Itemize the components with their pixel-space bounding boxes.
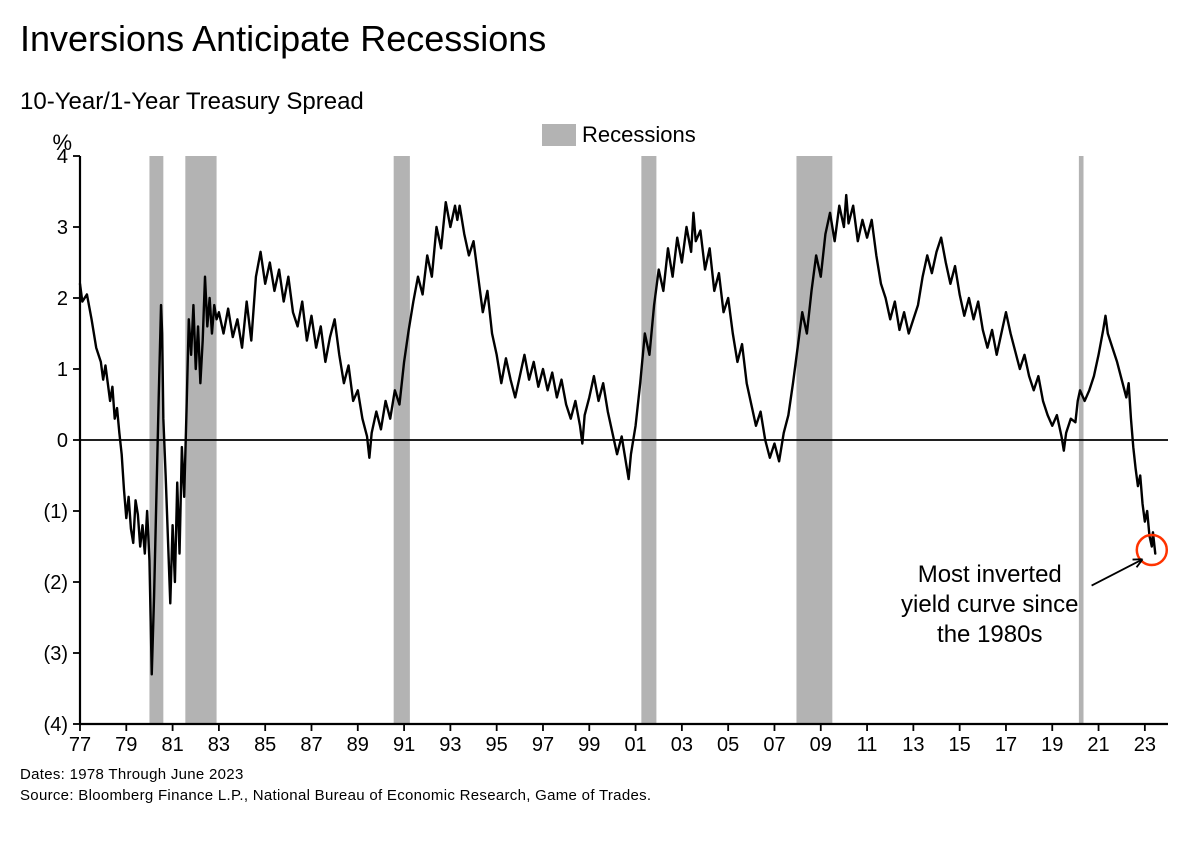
x-tick-label: 91 <box>393 734 415 756</box>
x-tick-label: 05 <box>717 734 739 756</box>
x-tick-label: 11 <box>857 734 878 756</box>
footnote-dates: Dates: 1978 Through June 2023 <box>20 766 1180 783</box>
x-tick-label: 03 <box>671 734 693 756</box>
footnote-source: Source: Bloomberg Finance L.P., National… <box>20 787 1180 804</box>
y-tick-label: (2) <box>44 572 68 594</box>
x-tick-label: 17 <box>995 734 1017 756</box>
chart-title: Inversions Anticipate Recessions <box>20 18 1180 60</box>
page-root: Inversions Anticipate Recessions 10-Year… <box>0 0 1200 860</box>
x-tick-label: 13 <box>902 734 924 756</box>
chart-container: (4)(3)(2)(1)01234%7779818385878991939597… <box>20 122 1180 762</box>
chart-subtitle: 10-Year/1-Year Treasury Spread <box>20 88 1180 116</box>
x-tick-label: 83 <box>208 734 230 756</box>
x-tick-label: 21 <box>1087 734 1109 756</box>
y-tick-label: 2 <box>57 288 68 310</box>
y-tick-label: (3) <box>44 643 68 665</box>
x-tick-label: 19 <box>1041 734 1063 756</box>
x-tick-label: 93 <box>439 734 461 756</box>
x-tick-label: 77 <box>69 734 91 756</box>
y-tick-label: 1 <box>57 359 68 381</box>
legend-swatch <box>542 124 576 146</box>
spread-line-chart: (4)(3)(2)(1)01234%7779818385878991939597… <box>20 122 1180 762</box>
y-tick-label: 0 <box>57 430 68 452</box>
x-tick-label: 99 <box>578 734 600 756</box>
annotation-text-line: the 1980s <box>937 621 1042 648</box>
x-tick-label: 01 <box>624 734 646 756</box>
x-tick-label: 79 <box>115 734 137 756</box>
x-tick-label: 09 <box>810 734 832 756</box>
x-tick-label: 23 <box>1134 734 1156 756</box>
legend-label: Recessions <box>582 122 696 147</box>
annotation-text-line: yield curve since <box>901 591 1078 618</box>
x-tick-label: 87 <box>300 734 322 756</box>
x-tick-label: 81 <box>161 734 183 756</box>
x-tick-label: 95 <box>486 734 508 756</box>
y-axis-unit: % <box>52 130 72 155</box>
y-tick-label: (4) <box>44 714 68 736</box>
x-tick-label: 07 <box>763 734 785 756</box>
x-tick-label: 85 <box>254 734 276 756</box>
x-tick-label: 97 <box>532 734 554 756</box>
x-tick-label: 15 <box>949 734 971 756</box>
annotation-arrow <box>1092 559 1143 585</box>
y-tick-label: (1) <box>44 501 68 523</box>
y-tick-label: 3 <box>57 217 68 239</box>
x-tick-label: 89 <box>347 734 369 756</box>
annotation-text-line: Most inverted <box>918 561 1062 588</box>
